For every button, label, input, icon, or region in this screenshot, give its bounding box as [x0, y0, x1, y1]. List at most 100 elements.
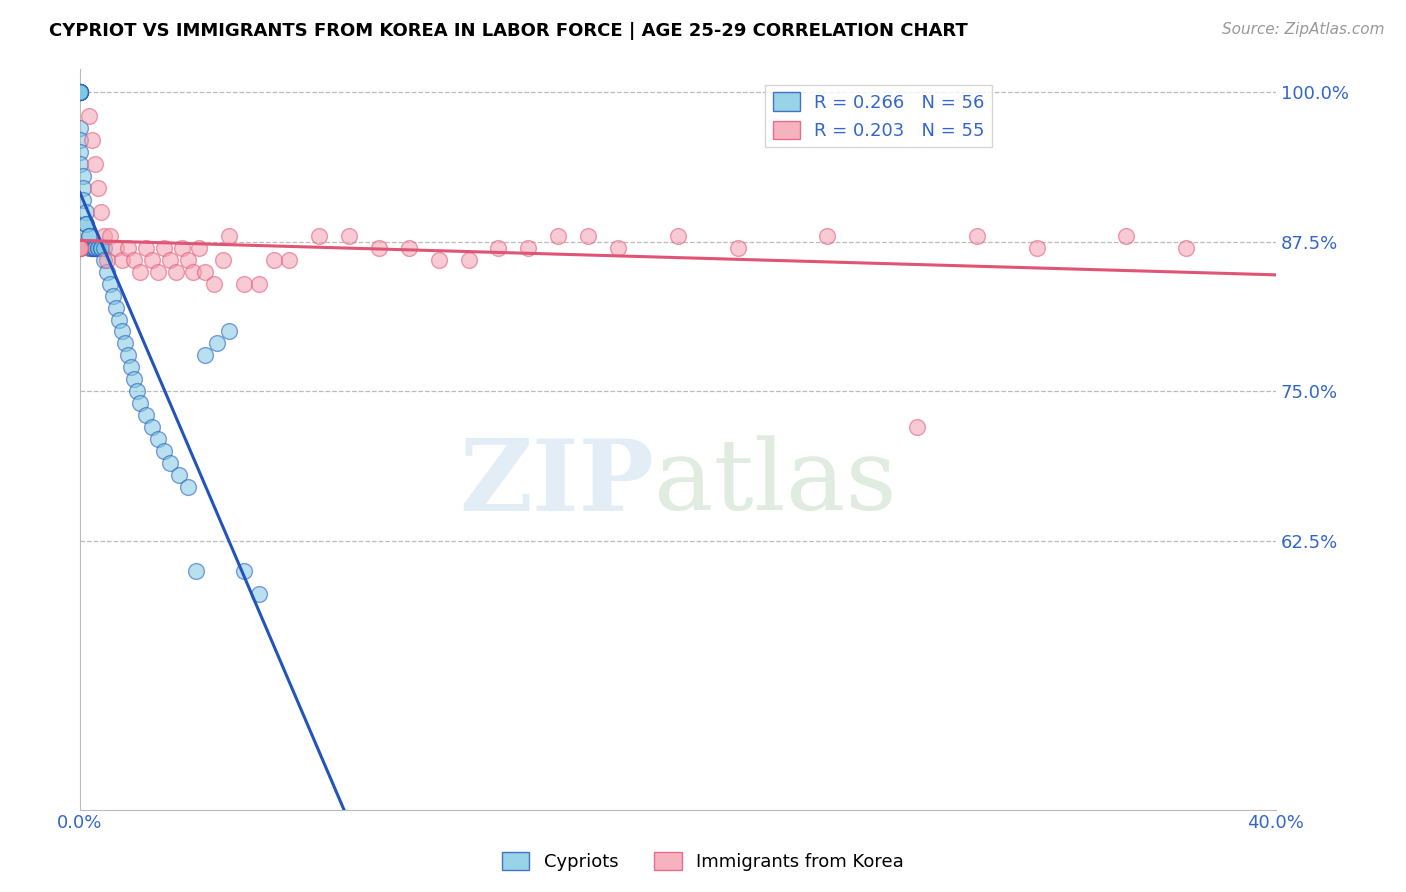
Point [122, 252, 145, 267]
Point [120, 360, 142, 375]
Point [69, 86, 91, 100]
Point [207, 336, 229, 351]
Text: ZIP: ZIP [460, 435, 654, 532]
Point [111, 325, 134, 339]
Point [114, 336, 136, 351]
Point [233, 564, 256, 578]
Legend: Cypriots, Immigrants from Korea: Cypriots, Immigrants from Korea [495, 845, 911, 879]
Point [905, 420, 928, 434]
Point [188, 241, 211, 255]
Point [247, 277, 270, 291]
Point [128, 265, 150, 279]
Point [93, 241, 115, 255]
Point [135, 241, 157, 255]
Point [337, 228, 360, 243]
Point [263, 252, 285, 267]
Point [517, 241, 540, 255]
Point [547, 228, 569, 243]
Point [152, 444, 174, 458]
Point [1175, 241, 1198, 255]
Point [152, 241, 174, 255]
Point [83, 241, 105, 255]
Text: CYPRIOT VS IMMIGRANTS FROM KOREA IN LABOR FORCE | AGE 25-29 CORRELATION CHART: CYPRIOT VS IMMIGRANTS FROM KOREA IN LABO… [49, 22, 967, 40]
Point [69, 145, 91, 160]
Point [69, 86, 91, 100]
Point [83, 241, 105, 255]
Point [607, 241, 630, 255]
Point [1025, 241, 1047, 255]
Point [165, 265, 187, 279]
Point [398, 241, 420, 255]
Point [278, 252, 301, 267]
Point [666, 228, 689, 243]
Point [83, 157, 105, 171]
Point [104, 301, 127, 315]
Point [98, 277, 121, 291]
Point [87, 241, 110, 255]
Point [69, 157, 91, 171]
Point [233, 277, 256, 291]
Text: Source: ZipAtlas.com: Source: ZipAtlas.com [1222, 22, 1385, 37]
Point [576, 228, 599, 243]
Point [308, 228, 330, 243]
Point [69, 86, 91, 100]
Point [69, 86, 91, 100]
Point [125, 384, 148, 399]
Point [111, 252, 134, 267]
Point [87, 241, 110, 255]
Point [80, 133, 103, 147]
Point [80, 241, 103, 255]
Point [204, 277, 226, 291]
Point [96, 265, 118, 279]
Point [80, 241, 103, 255]
Point [72, 181, 94, 195]
Text: atlas: atlas [654, 435, 897, 532]
Point [176, 252, 198, 267]
Point [146, 432, 169, 446]
Point [141, 420, 163, 434]
Point [69, 241, 91, 255]
Point [212, 252, 235, 267]
Point [367, 241, 389, 255]
Point [90, 205, 112, 219]
Point [75, 205, 97, 219]
Point [128, 396, 150, 410]
Point [77, 228, 100, 243]
Point [77, 228, 100, 243]
Point [159, 456, 181, 470]
Point [69, 121, 91, 136]
Point [117, 241, 139, 255]
Point [96, 252, 118, 267]
Point [159, 252, 181, 267]
Point [72, 193, 94, 207]
Point [98, 228, 121, 243]
Point [69, 133, 91, 147]
Point [117, 348, 139, 362]
Point [69, 241, 91, 255]
Point [815, 228, 838, 243]
Point [122, 372, 145, 386]
Point [966, 228, 988, 243]
Point [69, 241, 91, 255]
Point [170, 241, 193, 255]
Point [72, 169, 94, 183]
Point [176, 480, 198, 494]
Point [146, 265, 169, 279]
Point [90, 241, 112, 255]
Point [186, 564, 208, 578]
Point [93, 252, 115, 267]
Point [104, 241, 127, 255]
Point [77, 241, 100, 255]
Point [141, 252, 163, 267]
Point [183, 265, 205, 279]
Point [727, 241, 749, 255]
Legend: R = 0.266   N = 56, R = 0.203   N = 55: R = 0.266 N = 56, R = 0.203 N = 55 [765, 85, 991, 147]
Point [69, 241, 91, 255]
Point [83, 241, 105, 255]
Point [1115, 228, 1137, 243]
Point [167, 467, 190, 482]
Point [69, 86, 91, 100]
Point [107, 312, 129, 326]
Point [93, 228, 115, 243]
Point [427, 252, 450, 267]
